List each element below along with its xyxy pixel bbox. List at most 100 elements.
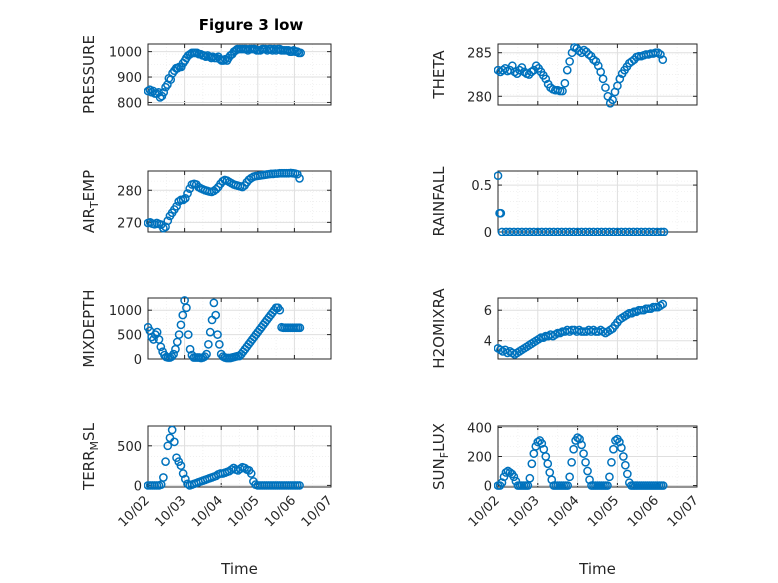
data-point [579,449,588,458]
y-tick-label: 0 [134,479,142,494]
y-axis-label-subscript: T [88,201,101,209]
y-axis-label: RAINFALL [430,166,448,237]
data-point [183,330,193,339]
y-tick-label: 900 [117,71,142,86]
y-axis-label-rest: SL [80,422,98,441]
data-point [497,227,507,236]
data-point [608,95,617,105]
data-point [531,61,541,71]
y-tick-label: 280 [467,90,492,105]
data-point [560,78,570,88]
data-point [607,457,616,467]
y-tick-label: 200 [467,451,492,466]
subplot-third-right: 4 6 H2OMIXRA [430,288,698,369]
data-point [565,472,574,482]
data-point [156,342,166,352]
y-tick-label: 0 [484,226,492,241]
data-point [558,86,567,96]
data-point [601,83,610,92]
data-point [537,439,547,448]
data-point [501,468,511,477]
data-point [589,227,598,236]
data-point [505,65,515,75]
data-series [144,296,305,363]
data-point [211,184,221,194]
y-axis-label-subscript: M [88,441,101,451]
y-axis-label: PRESSURE [80,35,98,114]
y-axis-label-main: THETA [430,50,448,100]
y-tick-label: 4 [484,335,492,350]
data-point [541,74,551,84]
data-point [213,330,222,339]
data-point [205,327,215,337]
data-point [581,227,590,236]
data-series [494,433,668,490]
data-point [609,444,618,454]
data-point [619,452,628,461]
data-point [656,227,666,236]
y-tick-label: 0 [484,480,492,495]
data-point [163,441,173,451]
data-point [183,189,192,198]
data-point [182,303,191,313]
data-point [585,475,594,485]
subplot-top-left: 800 900 1000 PRESSURE [80,35,332,114]
data-point [644,227,654,236]
data-point [209,298,219,308]
data-point [575,434,584,444]
axes-box [147,170,332,233]
data-point [170,437,179,447]
data-point [624,227,634,236]
data-point [167,425,177,435]
data-point [215,340,224,349]
data-point [621,227,630,236]
data-point [628,227,638,236]
data-series [494,299,668,359]
data-point [159,473,168,482]
data-point [295,174,304,183]
data-series [144,44,305,102]
data-point [577,227,586,236]
x-axis-label: Time [220,560,258,578]
data-point [533,437,543,447]
data-point [499,472,509,482]
y-axis-label-main: TERR [80,450,98,491]
data-point [211,310,221,320]
data-point [659,227,669,236]
data-point [561,227,571,236]
y-axis-label: AIRTEMP [80,170,101,233]
data-point [545,227,555,236]
data-series [494,43,668,108]
data-point [565,57,574,66]
y-tick-label: 800 [117,96,142,111]
y-tick-label: 285 [467,47,492,62]
data-point [525,227,535,236]
subplot-third-left: 0 500 1000 MIXDEPTH [80,289,332,368]
data-point [204,340,213,349]
data-point [219,56,228,65]
data-point [292,169,302,179]
data-point [585,227,594,236]
data-point [295,323,305,333]
data-point [199,51,209,60]
y-tick-label: 500 [117,440,142,455]
data-point [515,65,524,75]
axes-box [147,425,332,488]
data-point [591,57,601,66]
data-point [505,227,515,236]
data-point [500,64,510,73]
data-point [517,227,527,236]
data-point [541,227,551,236]
data-point [537,227,547,236]
data-point [557,227,567,236]
y-tick-label: 270 [117,216,142,231]
data-point [178,310,188,320]
data-point [176,320,186,330]
data-point [597,227,606,236]
y-tick-label: 1000 [109,304,142,319]
data-point [180,193,190,203]
data-point [583,466,592,476]
axes-box [147,43,332,106]
data-point [525,473,535,483]
data-point [509,227,519,236]
